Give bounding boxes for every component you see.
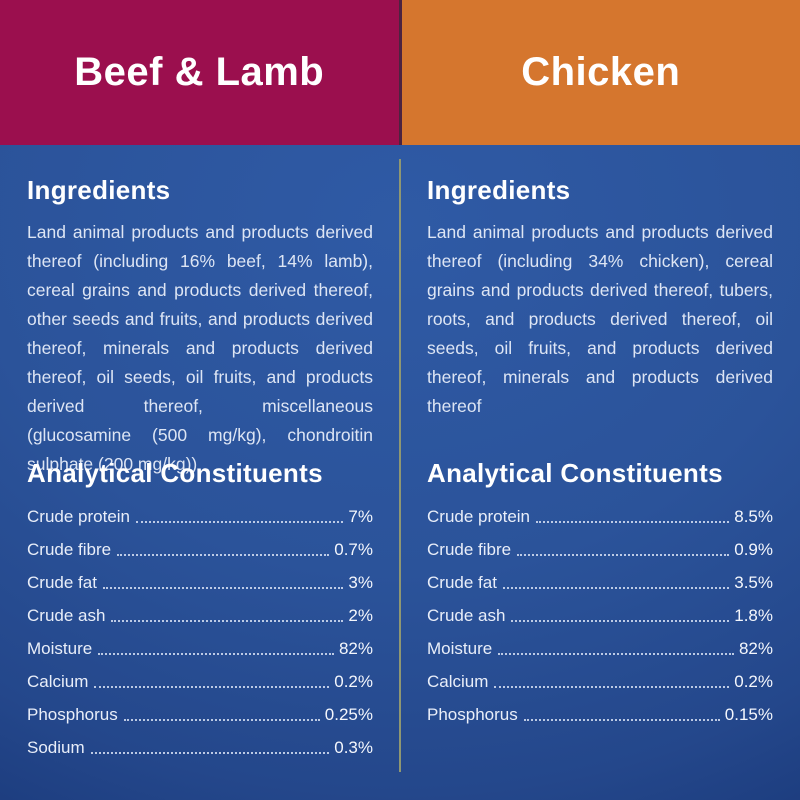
constituent-label: Moisture [27,639,93,658]
constituent-value: 7% [348,507,373,526]
column-chicken: Ingredients Land animal products and pro… [400,145,800,800]
dotted-leader [111,620,344,622]
header-beef-lamb: Beef & Lamb [0,0,399,145]
dotted-leader [498,653,734,655]
constituent-row: Phosphorus 0.25% [27,705,373,725]
constituent-label: Crude fat [27,573,97,592]
constituents-list: Crude protein 7% Crude fibre 0.7% Crude … [27,507,373,758]
constituent-label: Crude protein [427,507,531,526]
column-divider-line [399,159,401,772]
ingredients-heading: Ingredients [427,175,571,205]
constituent-row: Crude fat 3% [27,573,373,593]
analytical-heading: Analytical Constituents [427,458,723,488]
analytical-section: Analytical Constituents Crude protein 7%… [27,458,373,758]
constituent-label: Crude protein [27,507,131,526]
ingredients-section: Ingredients Land animal products and pro… [427,175,773,458]
header-divider [398,0,402,145]
dotted-leader [117,554,330,556]
constituent-row: Crude fibre 0.7% [27,540,373,560]
constituent-row: Calcium 0.2% [427,672,773,692]
constituent-row: Crude protein 8.5% [427,507,773,527]
constituent-label: Crude ash [27,606,106,625]
constituent-value: 0.7% [334,540,373,559]
constituent-value: 3% [348,573,373,592]
constituent-row: Crude protein 7% [27,507,373,527]
dotted-leader [511,620,730,622]
constituent-value: 0.3% [334,738,373,757]
constituent-label: Crude fat [427,573,497,592]
constituent-row: Crude ash 1.8% [427,606,773,626]
constituent-row: Moisture 82% [427,639,773,659]
constituent-row: Crude fat 3.5% [427,573,773,593]
constituent-label: Calcium [427,672,489,691]
constituent-row: Crude ash 2% [27,606,373,626]
dotted-leader [136,521,344,523]
constituent-value: 0.15% [724,705,773,724]
constituent-label: Moisture [427,639,493,658]
constituent-label: Phosphorus [27,705,118,724]
constituent-value: 0.2% [734,672,773,691]
constituent-value: 0.9% [734,540,773,559]
constituent-value: 82% [338,639,373,658]
constituent-row: Moisture 82% [27,639,373,659]
dotted-leader [536,521,730,523]
dotted-leader [98,653,334,655]
constituents-list: Crude protein 8.5% Crude fibre 0.9% Crud… [427,507,773,725]
constituent-label: Crude fibre [27,540,112,559]
ingredients-section: Ingredients Land animal products and pro… [27,175,373,474]
constituent-row: Calcium 0.2% [27,672,373,692]
constituent-value: 0.25% [324,705,373,724]
constituent-row: Phosphorus 0.15% [427,705,773,725]
analytical-section: Analytical Constituents Crude protein 8.… [427,458,773,725]
constituent-row: Crude fibre 0.9% [427,540,773,560]
constituent-label: Crude ash [427,606,506,625]
ingredients-text: Land animal products and products derive… [27,222,373,474]
analytical-heading: Analytical Constituents [27,458,323,488]
dotted-leader [502,587,730,589]
constituent-row: Sodium 0.3% [27,738,373,758]
column-beef-lamb: Ingredients Land animal products and pro… [0,145,400,800]
constituent-value: 3.5% [734,573,773,592]
dotted-leader [94,686,330,688]
header-chicken-title: Chicken [521,50,681,94]
constituent-label: Calcium [27,672,89,691]
constituent-value: 8.5% [734,507,773,526]
content-row: Ingredients Land animal products and pro… [0,145,800,800]
constituent-value: 1.8% [734,606,773,625]
constituent-label: Sodium [27,738,85,757]
ingredients-heading: Ingredients [27,175,171,205]
dotted-leader [102,587,344,589]
constituent-label: Crude fibre [427,540,512,559]
ingredients-text: Land animal products and products derive… [427,222,773,416]
constituent-value: 0.2% [334,672,373,691]
dotted-leader [90,752,330,754]
constituent-label: Phosphorus [427,705,518,724]
constituent-value: 2% [348,606,373,625]
variant-header-row: Beef & Lamb Chicken [0,0,800,145]
header-chicken: Chicken [401,0,800,145]
constituent-value: 82% [738,639,773,658]
dotted-leader [123,719,320,721]
dotted-leader [517,554,730,556]
dotted-leader [494,686,730,688]
dotted-leader [523,719,720,721]
header-beef-lamb-title: Beef & Lamb [74,50,325,94]
